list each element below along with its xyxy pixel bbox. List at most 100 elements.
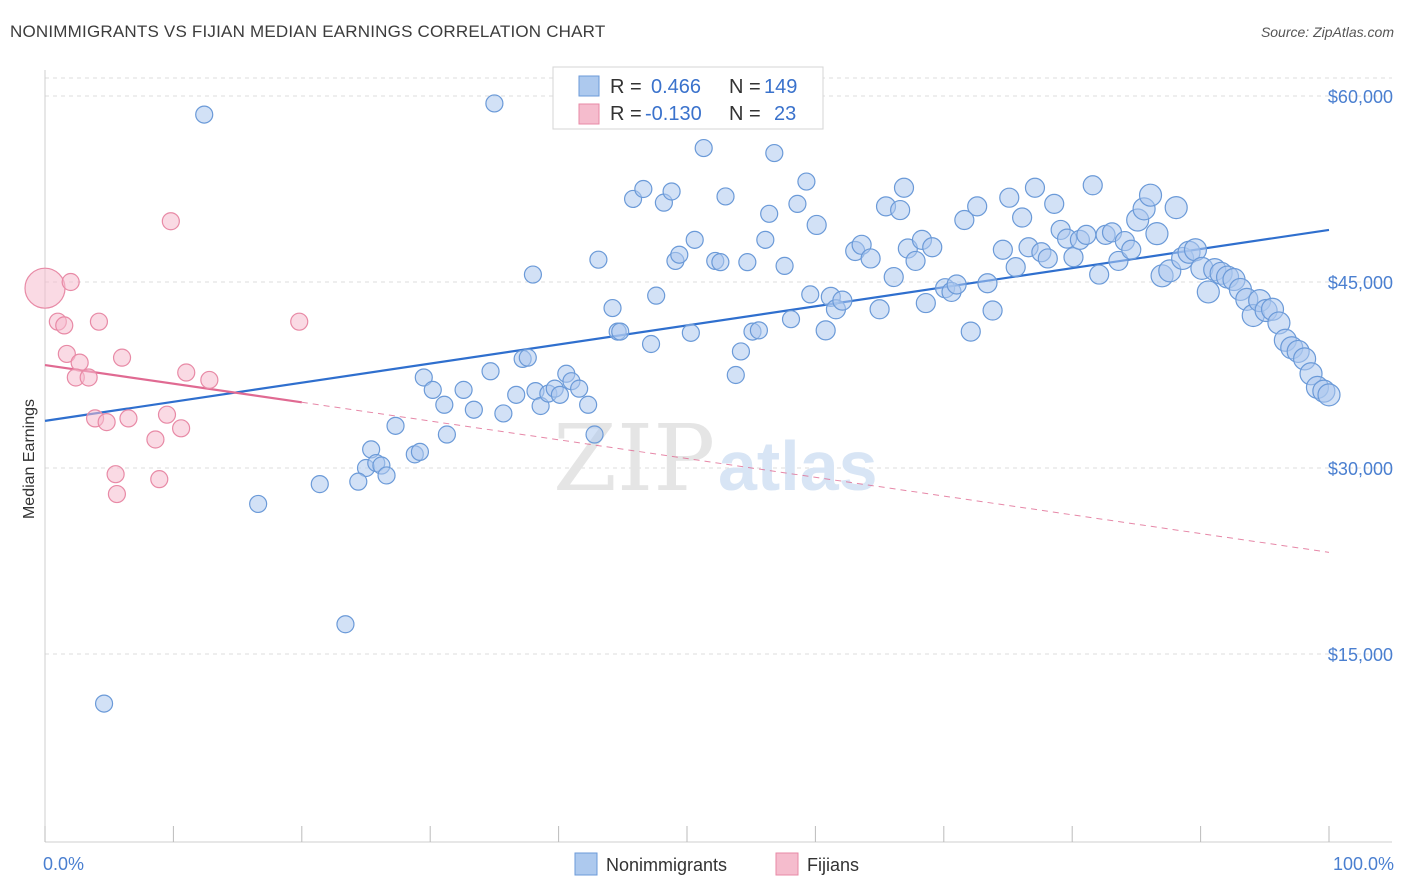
legend-r-value-2: -0.130 <box>645 103 702 125</box>
point-fijians <box>97 413 116 432</box>
point-nonimmigrants <box>414 368 433 387</box>
legend-swatch-pink <box>578 103 600 125</box>
legend-r-label-1: R = <box>610 76 642 98</box>
point-nonimmigrants <box>1082 175 1103 196</box>
point-nonimmigrants <box>249 494 268 514</box>
point-nonimmigrants <box>437 425 456 444</box>
point-nonimmigrants <box>749 321 769 340</box>
point-fijians <box>161 212 180 231</box>
legend-swatch-blue <box>578 75 600 97</box>
point-nonimmigrants <box>518 348 537 367</box>
point-nonimmigrants <box>647 286 666 305</box>
legend-fijians-label: Fijians <box>807 855 859 875</box>
point-nonimmigrants <box>788 194 807 213</box>
point-nonimmigrants <box>1076 224 1097 245</box>
point-nonimmigrants <box>570 379 589 398</box>
stats-legend: R = 0.466 N = 149 R = -0.130 N = 23 <box>552 66 824 130</box>
point-nonimmigrants <box>781 310 801 329</box>
zipatlas-watermark: ZIP atlas <box>553 405 878 512</box>
point-nonimmigrants <box>603 298 622 318</box>
point-nonimmigrants <box>1108 250 1129 272</box>
y-axis-title: Median Earnings <box>21 399 38 519</box>
point-nonimmigrants <box>550 385 569 404</box>
point-nonimmigrants <box>765 143 784 163</box>
point-nonimmigrants <box>377 466 396 485</box>
point-nonimmigrants <box>1005 257 1026 278</box>
point-nonimmigrants <box>589 250 608 269</box>
trendline-fijians-extension <box>301 401 1330 553</box>
point-nonimmigrants <box>806 214 827 236</box>
point-nonimmigrants <box>641 334 661 354</box>
point-fijians <box>157 405 177 424</box>
point-nonimmigrants <box>1024 177 1046 198</box>
point-nonimmigrants <box>670 245 689 264</box>
legend-r-label-2: R = <box>610 103 642 125</box>
source-label: Source: ZipAtlas.com <box>1260 24 1394 40</box>
legend-nonimmigrants-label: Nonimmigrants <box>606 855 727 875</box>
point-nonimmigrants <box>585 425 604 444</box>
watermark-atlas: atlas <box>718 427 878 505</box>
y-tick-label: $60,000 <box>1328 87 1393 107</box>
legend-n-label-1: N = <box>729 76 761 98</box>
point-nonimmigrants <box>1138 183 1163 207</box>
series-fijians <box>24 212 309 504</box>
point-nonimmigrants <box>954 209 975 231</box>
y-axis-tick-labels: $15,000 $30,000 $45,000 $60,000 <box>1328 87 1393 665</box>
point-nonimmigrants <box>336 615 355 634</box>
point-nonimmigrants <box>634 179 653 199</box>
point-nonimmigrants <box>801 285 820 304</box>
point-nonimmigrants <box>349 472 368 491</box>
point-nonimmigrants <box>410 442 430 461</box>
point-fijians <box>89 312 109 331</box>
point-nonimmigrants <box>94 694 114 713</box>
point-fijians <box>119 409 138 428</box>
point-nonimmigrants <box>694 138 713 158</box>
point-nonimmigrants <box>815 320 836 341</box>
gridlines <box>45 77 1392 655</box>
point-nonimmigrants <box>716 187 735 206</box>
point-nonimmigrants <box>982 300 1003 321</box>
point-nonimmigrants <box>310 475 329 494</box>
point-nonimmigrants <box>507 385 526 404</box>
point-nonimmigrants <box>523 265 543 284</box>
point-nonimmigrants <box>999 187 1020 208</box>
point-nonimmigrants <box>977 273 998 294</box>
y-tick-label: $30,000 <box>1328 459 1393 479</box>
point-nonimmigrants <box>756 230 775 249</box>
point-nonimmigrants <box>738 253 757 272</box>
point-fijians <box>24 267 66 309</box>
point-nonimmigrants <box>832 290 853 311</box>
point-nonimmigrants <box>685 230 704 249</box>
point-fijians <box>112 348 132 367</box>
point-fijians <box>177 363 196 382</box>
point-nonimmigrants <box>1121 239 1142 260</box>
point-nonimmigrants <box>464 400 483 419</box>
point-nonimmigrants <box>893 177 915 198</box>
point-nonimmigrants <box>760 204 779 223</box>
point-fijians <box>57 344 76 364</box>
y-tick-label: $15,000 <box>1328 645 1393 665</box>
legend-n-label-2: N = <box>729 103 761 125</box>
watermark-zip: ZIP <box>553 405 715 512</box>
point-nonimmigrants <box>579 395 598 414</box>
point-nonimmigrants <box>915 292 936 314</box>
legend-r-value-1: 0.466 <box>651 76 701 98</box>
point-nonimmigrants <box>195 105 214 124</box>
point-fijians <box>290 312 309 331</box>
point-nonimmigrants <box>883 266 904 288</box>
series-nonimmigrants <box>94 94 1341 713</box>
point-nonimmigrants <box>1089 264 1110 285</box>
point-nonimmigrants <box>1317 383 1341 407</box>
point-nonimmigrants <box>890 199 911 221</box>
point-fijians <box>61 272 80 292</box>
point-nonimmigrants <box>481 362 500 381</box>
x-tick-label-max: 100.0% <box>1333 854 1394 874</box>
point-fijians <box>106 465 125 484</box>
legend-n-value-1: 149 <box>764 76 797 98</box>
point-nonimmigrants <box>1196 280 1220 304</box>
point-nonimmigrants <box>726 365 745 385</box>
point-fijians <box>79 368 98 387</box>
point-nonimmigrants <box>797 172 816 191</box>
point-nonimmigrants <box>967 196 988 217</box>
point-nonimmigrants <box>1012 207 1033 228</box>
